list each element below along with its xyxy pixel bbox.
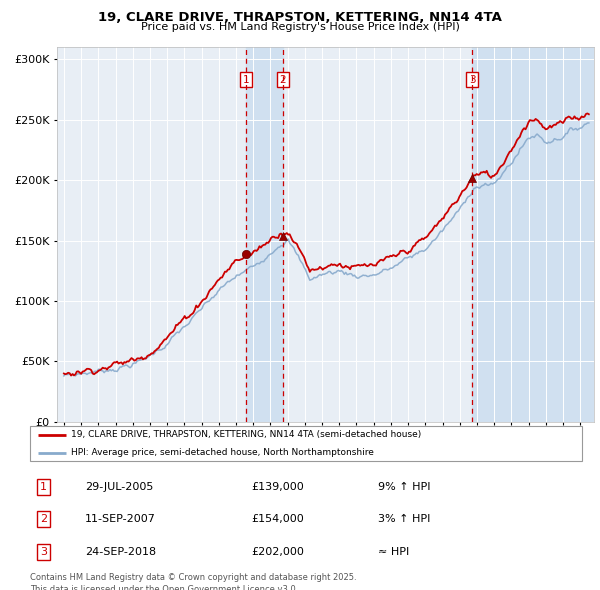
Text: £154,000: £154,000 (251, 514, 304, 524)
Text: 2: 2 (40, 514, 47, 524)
Text: 11-SEP-2007: 11-SEP-2007 (85, 514, 156, 524)
Text: 19, CLARE DRIVE, THRAPSTON, KETTERING, NN14 4TA: 19, CLARE DRIVE, THRAPSTON, KETTERING, N… (98, 11, 502, 24)
Text: 29-JUL-2005: 29-JUL-2005 (85, 482, 154, 491)
Text: 1: 1 (40, 482, 47, 491)
Text: 3: 3 (469, 75, 476, 85)
Text: 9% ↑ HPI: 9% ↑ HPI (378, 482, 430, 491)
Text: Price paid vs. HM Land Registry's House Price Index (HPI): Price paid vs. HM Land Registry's House … (140, 22, 460, 32)
Text: £139,000: £139,000 (251, 482, 304, 491)
Text: 2: 2 (280, 75, 286, 85)
FancyBboxPatch shape (30, 426, 582, 461)
Text: £202,000: £202,000 (251, 547, 304, 556)
Bar (246, 47, 283, 422)
Text: 1: 1 (242, 75, 249, 85)
Bar (472, 47, 594, 422)
Text: ≈ HPI: ≈ HPI (378, 547, 409, 556)
Text: 19, CLARE DRIVE, THRAPSTON, KETTERING, NN14 4TA (semi-detached house): 19, CLARE DRIVE, THRAPSTON, KETTERING, N… (71, 430, 422, 440)
Text: 3% ↑ HPI: 3% ↑ HPI (378, 514, 430, 524)
Text: Contains HM Land Registry data © Crown copyright and database right 2025.
This d: Contains HM Land Registry data © Crown c… (30, 573, 356, 590)
Text: 3: 3 (40, 547, 47, 556)
Text: HPI: Average price, semi-detached house, North Northamptonshire: HPI: Average price, semi-detached house,… (71, 448, 374, 457)
Text: 24-SEP-2018: 24-SEP-2018 (85, 547, 157, 556)
